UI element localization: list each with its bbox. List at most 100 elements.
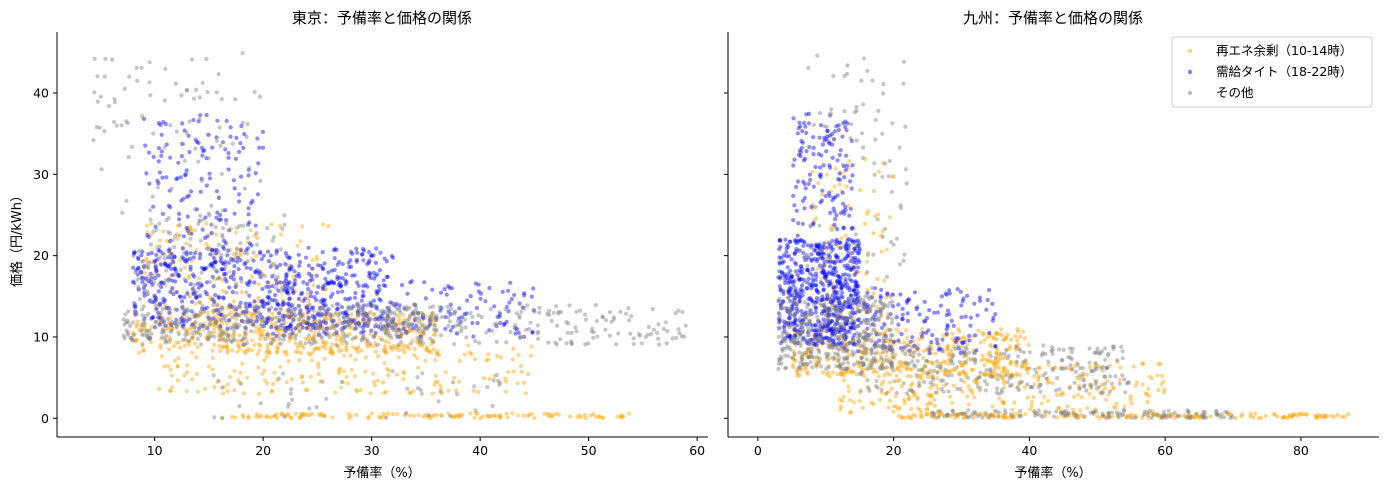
scatter-point: [494, 339, 499, 344]
scatter-point: [348, 324, 353, 329]
scatter-point: [175, 223, 180, 228]
scatter-point: [345, 307, 350, 312]
scatter-point: [875, 276, 880, 282]
scatter-point: [326, 223, 331, 229]
scatter-point: [840, 295, 845, 300]
scatter-point: [176, 273, 181, 278]
scatter-point: [289, 315, 294, 320]
scatter-point: [309, 358, 314, 363]
scatter-point: [848, 259, 853, 264]
scatter-point: [133, 270, 138, 275]
scatter-point: [136, 284, 141, 289]
scatter-point: [312, 333, 317, 338]
scatter-point: [168, 337, 173, 342]
scatter-point: [912, 290, 918, 295]
scatter-point: [356, 320, 361, 325]
scatter-point: [299, 350, 304, 356]
scatter-point: [340, 331, 345, 336]
scatter-point: [480, 414, 485, 419]
scatter-point: [304, 304, 309, 309]
scatter-point: [815, 342, 820, 347]
scatter-point: [204, 112, 209, 118]
scatter-point: [307, 413, 312, 418]
scatter-point: [777, 284, 782, 289]
scatter-point: [828, 210, 833, 215]
scatter-point: [573, 325, 578, 330]
scatter-point: [842, 357, 847, 362]
scatter-point: [330, 332, 335, 337]
scatter-point: [368, 344, 374, 349]
scatter-point: [839, 259, 844, 264]
scatter-point: [992, 336, 997, 341]
scatter-point: [826, 283, 831, 288]
scatter-point: [275, 324, 280, 330]
scatter-point: [98, 94, 103, 99]
scatter-point: [156, 273, 161, 278]
scatter-point: [334, 247, 339, 252]
scatter-point: [498, 320, 503, 326]
scatter-point: [871, 303, 876, 308]
scatter-point: [384, 350, 389, 355]
scatter-point: [175, 236, 180, 241]
scatter-point: [524, 327, 529, 332]
scatter-point: [149, 325, 154, 330]
scatter-point: [816, 297, 822, 302]
scatter-point: [879, 355, 884, 360]
scatter-point: [232, 304, 237, 309]
scatter-point: [158, 316, 163, 321]
scatter-point: [521, 413, 526, 418]
scatter-point: [262, 378, 268, 383]
scatter-point: [787, 239, 793, 244]
scatter-point: [995, 363, 1000, 368]
scatter-point: [308, 352, 313, 357]
scatter-point: [196, 313, 201, 318]
scatter-point: [522, 293, 527, 298]
scatter-point: [211, 284, 216, 289]
scatter-point: [333, 390, 338, 395]
scatter-point: [830, 155, 835, 160]
scatter-point: [250, 322, 255, 327]
scatter-point: [328, 316, 333, 321]
scatter-point: [816, 252, 821, 257]
scatter-point: [954, 339, 959, 344]
scatter-point: [882, 323, 888, 328]
scatter-point: [778, 244, 783, 249]
scatter-point: [206, 317, 211, 322]
scatter-point: [183, 279, 188, 284]
scatter-point: [1280, 415, 1285, 420]
scatter-point: [196, 285, 201, 290]
scatter-point: [136, 257, 141, 262]
scatter-point: [234, 247, 240, 252]
scatter-point: [877, 374, 882, 379]
scatter-point: [235, 342, 240, 348]
scatter-point: [319, 307, 324, 312]
scatter-point: [134, 337, 139, 342]
scatter-point: [156, 159, 161, 164]
scatter-point: [1045, 399, 1051, 404]
scatter-point: [130, 320, 135, 325]
scatter-point: [153, 276, 158, 281]
scatter-point: [864, 351, 869, 356]
scatter-point: [228, 134, 233, 139]
scatter-point: [139, 269, 144, 275]
scatter-point: [446, 388, 451, 393]
scatter-point: [197, 311, 202, 316]
scatter-point: [288, 309, 293, 314]
scatter-point: [925, 402, 930, 407]
scatter-point: [491, 378, 496, 383]
scatter-point: [220, 345, 225, 350]
scatter-point: [305, 325, 310, 330]
scatter-point: [405, 291, 410, 296]
scatter-point: [337, 317, 342, 322]
scatter-point: [1015, 329, 1021, 334]
scatter-point: [224, 241, 229, 247]
scatter-point: [799, 357, 805, 362]
scatter-point: [419, 317, 424, 322]
scatter-point: [212, 300, 217, 305]
scatter-point: [985, 335, 990, 340]
scatter-point: [360, 294, 365, 299]
scatter-point: [844, 153, 849, 158]
scatter-point: [366, 415, 371, 421]
scatter-point: [424, 348, 429, 353]
scatter-point: [277, 310, 282, 316]
